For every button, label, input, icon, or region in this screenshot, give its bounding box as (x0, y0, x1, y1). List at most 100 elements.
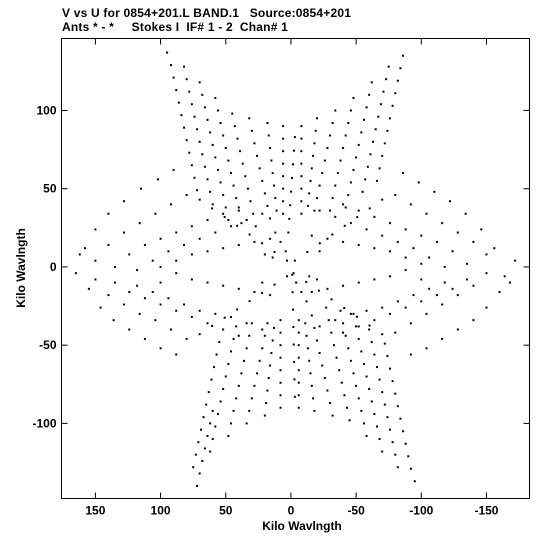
uv-point (297, 356, 300, 359)
uv-point (425, 347, 428, 350)
uv-point (94, 278, 97, 281)
uv-point (443, 281, 446, 284)
data-points (74, 51, 517, 487)
uv-point (218, 341, 221, 344)
uv-arm-point (292, 149, 295, 152)
uv-point (203, 106, 206, 109)
uv-point (389, 117, 392, 120)
uv-point (441, 222, 444, 225)
uv-point (240, 372, 243, 375)
uv-point (472, 240, 475, 243)
uv-point (373, 247, 376, 250)
uv-arm-point (381, 333, 384, 336)
uv-point (297, 344, 300, 347)
uv-point (151, 290, 154, 293)
uv-arm-point (286, 275, 289, 278)
uv-point (185, 337, 188, 340)
uv-point (361, 190, 364, 193)
uv-arm-point (290, 190, 293, 193)
uv-point (193, 115, 196, 118)
uv-point (417, 181, 420, 184)
uv-point (246, 187, 249, 190)
uv-point (206, 178, 209, 181)
uv-point (258, 359, 261, 362)
uv-point (94, 259, 97, 262)
uv-arm-point (291, 291, 294, 294)
uv-point (344, 334, 347, 337)
uv-point (236, 137, 239, 140)
uv-point (211, 409, 214, 412)
uv-point (123, 231, 126, 234)
uv-point (229, 350, 232, 353)
uv-point (318, 250, 321, 253)
uv-point (309, 179, 312, 182)
uv-point (334, 184, 337, 187)
uv-point (342, 147, 345, 150)
uv-point (279, 331, 282, 334)
uv-point (245, 322, 248, 325)
uv-point (352, 372, 355, 375)
uv-point (222, 328, 225, 331)
uv-point (375, 366, 378, 369)
uv-point (465, 278, 468, 281)
uv-point (347, 121, 350, 124)
uv-point (321, 364, 324, 367)
uv-point (267, 134, 270, 137)
uv-arm-point (318, 242, 321, 245)
uv-point (297, 406, 300, 409)
uv-point (348, 419, 351, 422)
uv-point (123, 200, 126, 203)
uv-point (263, 334, 266, 337)
chart-title: V vs U for 0854+201.L BAND.1 Source:0854… (62, 6, 352, 20)
uv-point (183, 126, 186, 129)
uv-point (224, 206, 227, 209)
uv-arm-point (236, 308, 239, 311)
uv-point (370, 341, 373, 344)
uv-point (394, 193, 397, 196)
uv-point (270, 159, 273, 162)
uv-point (206, 118, 209, 121)
uv-point (107, 244, 110, 247)
uv-point (407, 455, 410, 458)
uv-arm-point (198, 333, 201, 336)
uv-point (386, 129, 389, 132)
uv-arm-point (292, 343, 295, 346)
uv-point (306, 204, 309, 207)
uv-point (249, 200, 252, 203)
y-tick-label: 100 (36, 103, 56, 117)
uv-point (342, 322, 345, 325)
uv-point (391, 380, 394, 383)
uv-point (375, 425, 378, 428)
uv-point (383, 403, 386, 406)
x-tick-label: -100 (409, 504, 433, 518)
uv-arm-point (273, 283, 276, 286)
uv-point (253, 290, 256, 293)
uv-point (266, 389, 269, 392)
uv-point (300, 162, 303, 165)
uv-point (151, 259, 154, 262)
uv-point (214, 425, 217, 428)
uv-point (493, 247, 496, 250)
uv-point (485, 253, 488, 256)
uv-point (382, 90, 385, 93)
uv-point (198, 237, 201, 240)
uv-point (271, 339, 274, 342)
uv-point (394, 392, 397, 395)
uv-point (237, 384, 240, 387)
uv-point (237, 206, 240, 209)
uv-point (310, 384, 313, 387)
uv-point (480, 228, 483, 231)
uv-point (261, 347, 264, 350)
x-tick-label: 150 (85, 504, 105, 518)
uv-point (199, 428, 202, 431)
uv-arm-point (273, 250, 276, 253)
uv-point (339, 159, 342, 162)
uv-point (381, 306, 384, 309)
uv-point (472, 319, 475, 322)
uv-point (138, 312, 141, 315)
uv-point (206, 434, 209, 437)
uv-arm-point (261, 291, 264, 294)
uv-point (339, 309, 342, 312)
uv-point (331, 121, 334, 124)
uv-point (201, 93, 204, 96)
